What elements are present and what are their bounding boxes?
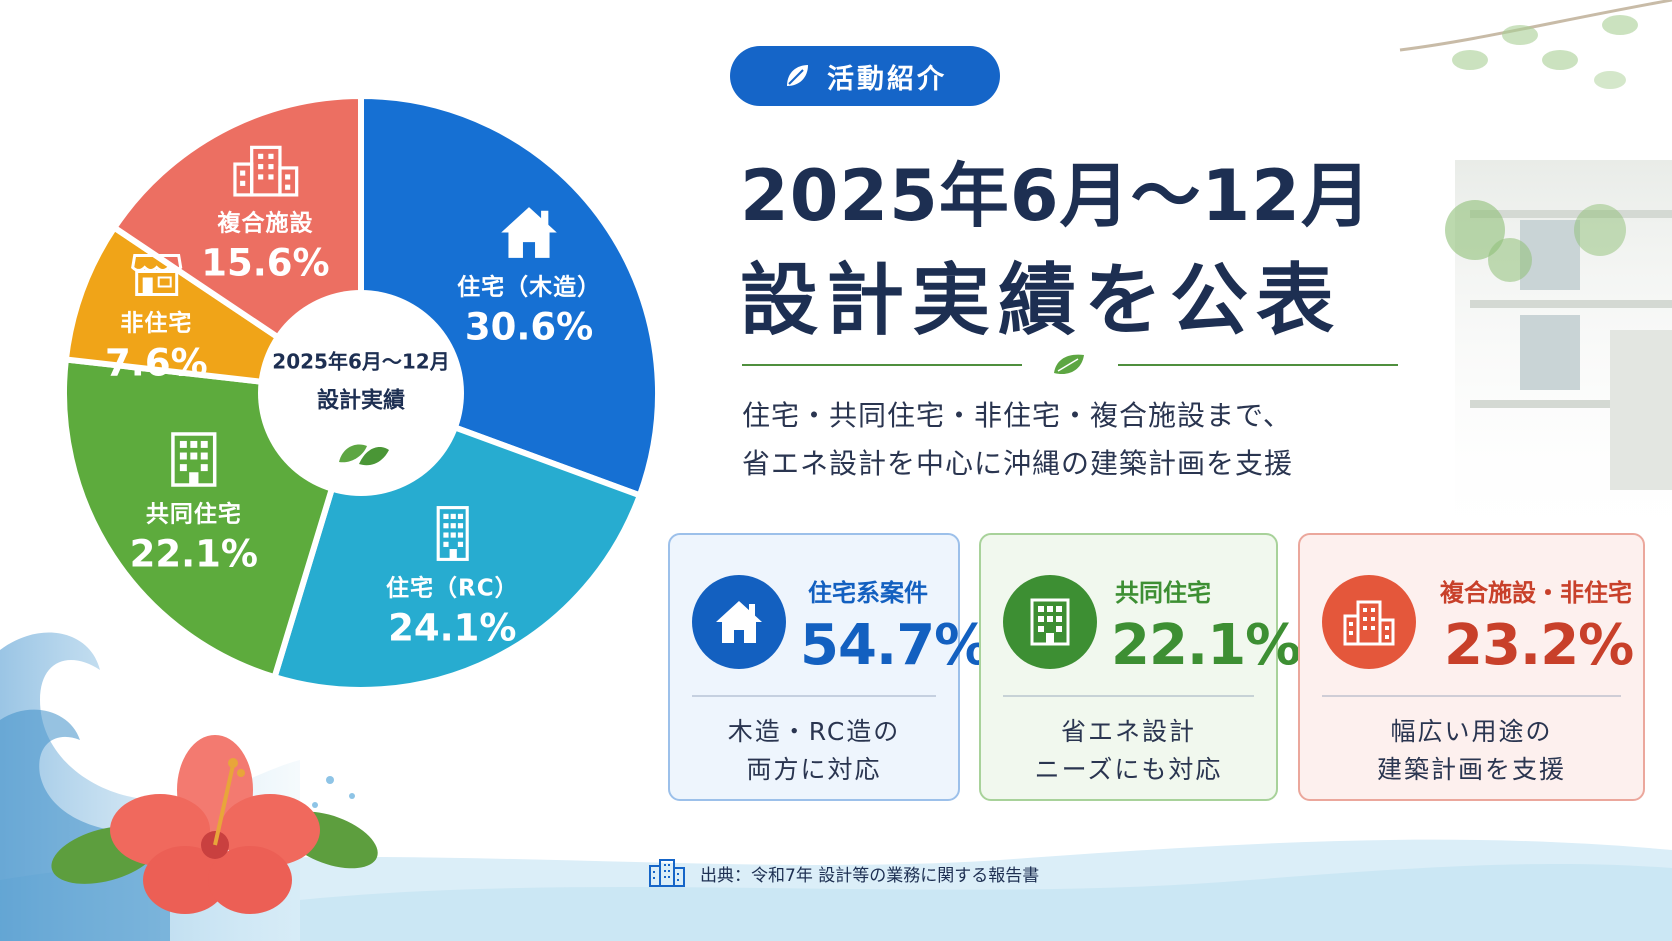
leaf-icon (1054, 354, 1084, 375)
card-description: 幅広い用途の 建築計画を支援 (1300, 713, 1643, 789)
office-building-icon (201, 143, 329, 197)
pie-slice-name: 複合施設 (217, 210, 314, 237)
source-note: 出典：令和7年 設計等の業務に関する報告書 (648, 858, 1039, 888)
activity-tag-label: 活動紹介 (827, 63, 947, 95)
pie-center-label: 2025年6月～12月 設計実績 (272, 346, 449, 415)
card-value: 22.1% (1111, 613, 1301, 678)
pie-center-hole (258, 290, 464, 496)
card-desc-line2: 建築計画を支援 (1376, 755, 1566, 784)
center-period: 2025年6月～12月 (272, 349, 450, 374)
pie-slice-name: 共同住宅 (145, 501, 242, 528)
pie-slice-name: 住宅（木造） (457, 274, 602, 301)
card-desc-line2: ニーズにも対応 (1034, 755, 1223, 784)
pie-slice-label: 複合施設 15.6% (201, 143, 330, 285)
pie-slice-value: 30.6% (464, 305, 594, 349)
card-title: 住宅系案件 (808, 579, 928, 607)
stat-card-mixed-nonresidential: 複合施設・非住宅 23.2% 幅広い用途の 建築計画を支援 (1298, 533, 1645, 801)
pie-slice-label: 住宅（木造） 30.6% (457, 203, 601, 348)
building-illustration (1399, 0, 1672, 560)
card-icon-circle (692, 575, 786, 669)
card-divider (1003, 695, 1254, 697)
subtitle: 住宅・共同住宅・非住宅・複合施設まで、 省エネ設計を中心に沖縄の建築計画を支援 (742, 392, 1293, 488)
hibiscus-flower (51, 735, 378, 914)
pie-slice-value: 22.1% (129, 532, 259, 576)
title-divider (742, 354, 1398, 375)
card-title: 複合施設・非住宅 (1440, 579, 1632, 607)
stat-card-housing: 住宅系案件 54.7% 木造・RC造の 両方に対応 (668, 533, 990, 801)
pie-slice-name: 非住宅 (120, 310, 193, 337)
office-building-icon (1343, 600, 1395, 646)
tower-building-icon (386, 504, 519, 562)
stat-card-apartment: 共同住宅 22.1% 省エネ設計 ニーズにも対応 (979, 533, 1301, 801)
card-description: 木造・RC造の 両方に対応 (670, 713, 958, 789)
card-desc-line1: 木造・RC造の (727, 717, 901, 746)
center-title: 設計実績 (316, 388, 406, 414)
apartment-icon (130, 430, 258, 488)
apartment-icon (1030, 598, 1070, 646)
pie-slice-value: 24.1% (388, 606, 517, 650)
card-desc-line2: 両方に対応 (746, 755, 882, 784)
storefront-icon (105, 251, 208, 297)
card-icon-circle (1003, 575, 1097, 669)
headline-title: 設計実績を公表 (740, 256, 1343, 346)
subtitle-line1: 住宅・共同住宅・非住宅・複合施設まで、 (742, 399, 1292, 432)
card-value: 54.7% (800, 613, 990, 678)
pie-slice-label: 共同住宅 22.1% (130, 430, 258, 575)
card-icon-circle (1322, 575, 1416, 669)
subtitle-line2: 省エネ設計を中心に沖縄の建築計画を支援 (742, 447, 1294, 480)
house-icon (716, 601, 762, 643)
house-icon (457, 203, 601, 261)
pie-chart (61, 93, 661, 693)
pie-slice-label: 住宅（RC） 24.1% (386, 504, 519, 649)
pie-slice-value: 15.6% (201, 241, 330, 285)
pie-slice-name: 住宅（RC） (386, 575, 519, 602)
source-text: 出典：令和7年 設計等の業務に関する報告書 (700, 865, 1040, 886)
card-title: 共同住宅 (1115, 579, 1211, 607)
pie-slice-label: 非住宅 7.6% (105, 251, 208, 384)
leaf-icon (339, 444, 389, 466)
activity-tag: 活動紹介 (730, 46, 1000, 106)
card-desc-line1: 省エネ設計 (1060, 717, 1196, 746)
card-value: 23.2% (1444, 613, 1634, 678)
card-divider (692, 695, 936, 697)
headline-period: 2025年6月～12月 (740, 155, 1372, 237)
card-divider (1322, 695, 1621, 697)
card-desc-line1: 幅広い用途の (1390, 717, 1553, 746)
leaf-icon (787, 65, 808, 86)
pie-slice-value: 7.6% (105, 341, 208, 385)
building-icon (649, 859, 685, 887)
card-description: 省エネ設計 ニーズにも対応 (981, 713, 1276, 789)
